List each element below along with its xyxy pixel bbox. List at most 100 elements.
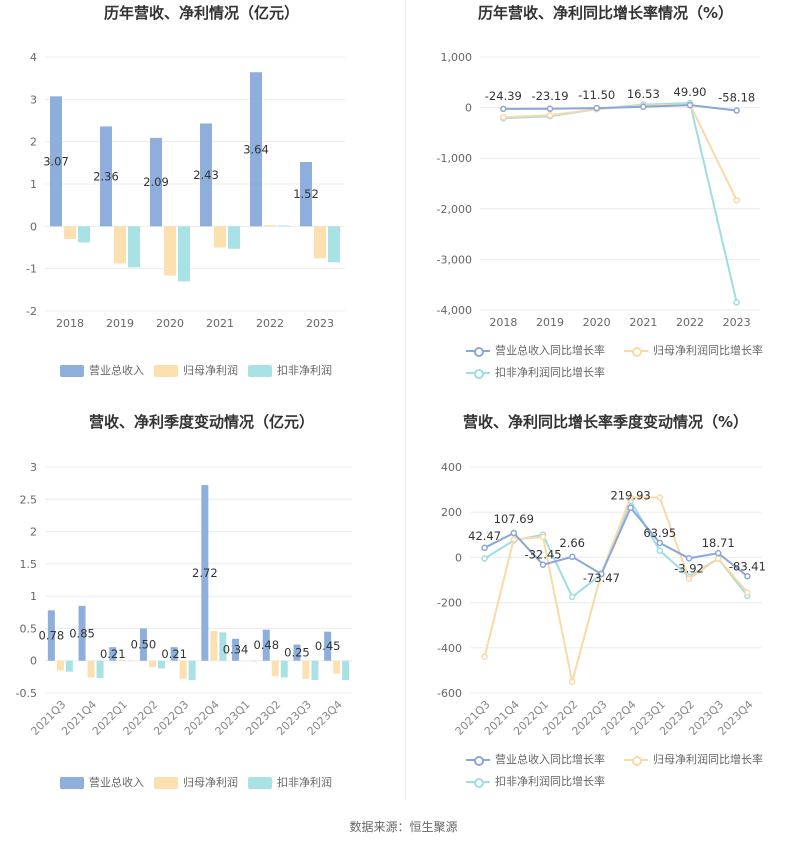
- legend-swatch: [624, 345, 648, 357]
- data-label: 63.95: [643, 526, 676, 540]
- legend-label: 扣非净利润: [277, 364, 332, 377]
- legend-item[interactable]: 归母净利润同比增长率: [624, 751, 763, 767]
- legend-item[interactable]: 扣非净利润: [248, 774, 332, 790]
- data-point: [656, 547, 664, 554]
- annual-growth-panel: 历年营收、净利同比增长率情况（%） -4,000 -3,000 -2,000 -1,0…: [404, 0, 807, 405]
- data-label: 2.72: [192, 566, 218, 580]
- legend-label: 扣非净利润同比增长率: [495, 366, 605, 379]
- bar: [342, 660, 350, 681]
- data-point: [686, 101, 694, 109]
- data-label: -23.19: [531, 89, 568, 103]
- data-point: [656, 539, 664, 547]
- legend-label: 归母净利润: [183, 776, 238, 789]
- annual-line-chart: -4,000 -3,000 -2,000 -1,000 0 1,000 2018 2019 20…: [437, 51, 760, 329]
- x-tick-label: 2019: [106, 317, 134, 330]
- data-label: 0.34: [223, 643, 249, 657]
- data-point: [627, 494, 634, 501]
- x-tick-label: 2021: [629, 316, 657, 329]
- legend-swatch: [466, 754, 490, 766]
- bar: [128, 226, 140, 268]
- bar: [262, 629, 270, 661]
- bar: [214, 226, 226, 248]
- x-tick-label: 2022: [676, 316, 704, 329]
- bar: [300, 161, 312, 227]
- y-tick-label: 2.5: [20, 493, 38, 506]
- data-label: 0.48: [253, 638, 279, 652]
- bar: [228, 226, 240, 249]
- data-point: [714, 549, 722, 557]
- bar: [201, 485, 209, 661]
- legend-item[interactable]: 扣非净利润: [248, 362, 332, 378]
- data-label: 42.47: [468, 529, 501, 543]
- data-point: [546, 105, 554, 113]
- y-tick-label: -1,000: [437, 152, 472, 165]
- chart-title: 历年营收、净利情况（亿元）: [103, 4, 299, 22]
- legend-item[interactable]: 营业总收入: [60, 362, 144, 378]
- legend-item[interactable]: 营业总收入: [60, 774, 144, 790]
- y-tick-label: -1: [26, 263, 37, 276]
- legend-item[interactable]: 扣非净利润同比增长率: [466, 364, 605, 380]
- data-label: -83.41: [729, 559, 766, 573]
- series-line: [503, 104, 737, 112]
- y-tick-label: 2: [30, 136, 37, 149]
- legend-label: 营业总收入同比增长率: [495, 344, 605, 357]
- x-tick-label: 2023: [306, 317, 334, 330]
- x-tick-label: 2020: [156, 317, 184, 330]
- data-label: 107.69: [494, 512, 534, 526]
- y-tick-label: 400: [441, 461, 462, 474]
- data-point: [733, 196, 740, 204]
- legend-item[interactable]: 归母净利润: [154, 774, 238, 790]
- data-point: [568, 553, 576, 561]
- data-point: [685, 555, 693, 562]
- data-label: 2.66: [559, 536, 585, 550]
- data-label: 0.85: [69, 626, 95, 640]
- bar: [164, 226, 176, 276]
- legend-label: 营业总收入: [89, 776, 144, 789]
- y-tick-label: 0: [455, 551, 462, 564]
- data-point: [714, 555, 722, 562]
- data-point: [481, 653, 488, 661]
- series-line: [483, 496, 749, 682]
- bar: [148, 660, 156, 668]
- legend-label: 归母净利润: [183, 364, 238, 377]
- x-tick-label: 2021: [206, 317, 234, 330]
- data-point: [568, 678, 576, 685]
- legend-item[interactable]: 归母净利润同比增长率: [624, 342, 763, 358]
- legend-swatch: [60, 365, 84, 377]
- bar: [314, 226, 326, 259]
- x-tick-label: 2020: [583, 316, 611, 329]
- x-tick-label: 2018: [56, 317, 84, 330]
- legend-item[interactable]: 营业总收入同比增长率: [466, 751, 605, 767]
- legend-item[interactable]: 归母净利润: [154, 362, 238, 378]
- y-tick-label: -4,000: [437, 304, 472, 317]
- y-tick-label: 0: [30, 655, 37, 668]
- bar: [50, 96, 62, 227]
- legend-item[interactable]: 营业总收入同比增长率: [466, 342, 605, 358]
- bar: [210, 631, 218, 661]
- data-point: [539, 533, 547, 541]
- y-tick-label: -400: [437, 642, 462, 655]
- legend-label: 营业总收入同比增长率: [495, 753, 605, 766]
- data-point: [733, 299, 740, 306]
- quarterly-growth-panel: 营收、净利同比增长率季度变动情况（%） -600 -400 -200 0 200 400 2…: [404, 405, 807, 810]
- bar: [278, 225, 290, 227]
- data-label: 0.50: [131, 638, 157, 652]
- bar: [293, 644, 301, 661]
- data-point: [481, 544, 488, 552]
- y-tick-label: 1: [30, 178, 37, 191]
- y-tick-label: -200: [437, 597, 462, 610]
- legend-item[interactable]: 扣非净利润同比增长率: [466, 773, 605, 789]
- y-tick-label: 0: [465, 102, 472, 115]
- bar: [127, 660, 135, 662]
- quarterly-revenue-profit-panel: 营收、净利季度变动情况（亿元） -0.5 0 0.5 1 1.5 2 2.5 3 2021Q3 2…: [0, 405, 403, 810]
- y-tick-label: 2: [30, 526, 37, 539]
- legend-label: 扣非净利润同比增长率: [495, 775, 605, 788]
- data-point: [500, 113, 507, 121]
- data-label: 0.25: [284, 646, 310, 660]
- bar: [264, 225, 276, 227]
- y-tick-label: 200: [441, 506, 462, 519]
- data-label: 16.53: [627, 87, 660, 101]
- chart-title: 营收、净利季度变动情况（亿元）: [88, 413, 314, 431]
- data-label: -58.18: [718, 91, 755, 105]
- data-point: [733, 107, 740, 114]
